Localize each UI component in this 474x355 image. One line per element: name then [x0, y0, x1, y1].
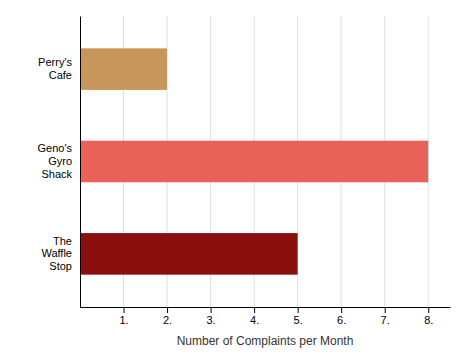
x-tick-label: 8.	[424, 314, 433, 326]
x-tick-label: 4.	[250, 314, 259, 326]
x-tick-label: 7.	[381, 314, 390, 326]
x-tick: 1.	[119, 307, 128, 326]
x-tick: 2.	[163, 307, 172, 326]
x-tick: 8.	[424, 307, 433, 326]
y-tick-label-line: The	[53, 235, 72, 247]
x-axis-line	[81, 307, 451, 308]
x-tick-mark	[341, 307, 342, 313]
x-tick: 6.	[337, 307, 346, 326]
plot-area: 1. 2. 3. 4. 5. 6. 7. 8. Perry'sCafe Geno'sGyroSha…	[37, 16, 450, 348]
x-tick-mark	[124, 307, 125, 313]
x-tick-label: 3.	[206, 314, 215, 326]
bars	[80, 48, 428, 274]
x-tick-mark	[428, 307, 429, 313]
x-axis-title: Number of Complaints per Month	[177, 334, 354, 348]
x-axis: 1. 2. 3. 4. 5. 6. 7. 8.	[81, 307, 451, 326]
chart-svg: 1. 2. 3. 4. 5. 6. 7. 8. Perry'sCafe Geno'sGyroSha…	[0, 0, 474, 355]
y-tick-label: TheWaffleStop	[41, 235, 72, 272]
y-tick-label-line: Shack	[41, 168, 72, 180]
x-tick-mark	[211, 307, 212, 313]
x-tick-label: 5.	[294, 314, 303, 326]
x-tick-mark	[167, 307, 168, 313]
bar	[80, 141, 428, 183]
x-tick: 7.	[381, 307, 390, 326]
y-axis-line	[80, 17, 81, 308]
bar	[80, 233, 298, 275]
x-tick-label: 6.	[337, 314, 346, 326]
x-tick-label: 2.	[163, 314, 172, 326]
x-tick: 4.	[250, 307, 259, 326]
y-tick: TheWaffleStop	[41, 235, 72, 272]
chart-container: 1. 2. 3. 4. 5. 6. 7. 8. Perry'sCafe Geno'sGyroSha…	[0, 0, 474, 355]
bar	[80, 48, 167, 90]
x-tick: 5.	[294, 307, 303, 326]
y-tick-label-line: Perry's	[38, 56, 72, 68]
y-tick: Geno'sGyroShack	[37, 142, 72, 179]
y-tick-label: Geno'sGyroShack	[37, 142, 72, 179]
x-tick-label: 1.	[119, 314, 128, 326]
x-tick-mark	[298, 307, 299, 313]
y-tick: Perry'sCafe	[38, 56, 72, 81]
x-tick: 3.	[206, 307, 215, 326]
y-tick-label-line: Gyro	[48, 155, 72, 167]
y-tick-label-line: Geno's	[37, 142, 72, 154]
y-tick-label-line: Stop	[49, 260, 72, 272]
x-tick-mark	[385, 307, 386, 313]
x-tick-mark	[254, 307, 255, 313]
y-tick-label-line: Waffle	[41, 247, 72, 259]
y-tick-label: Perry'sCafe	[38, 56, 72, 81]
y-tick-label-line: Cafe	[49, 69, 72, 81]
y-axis: Perry'sCafe Geno'sGyroShack TheWaffleStop	[37, 17, 80, 308]
